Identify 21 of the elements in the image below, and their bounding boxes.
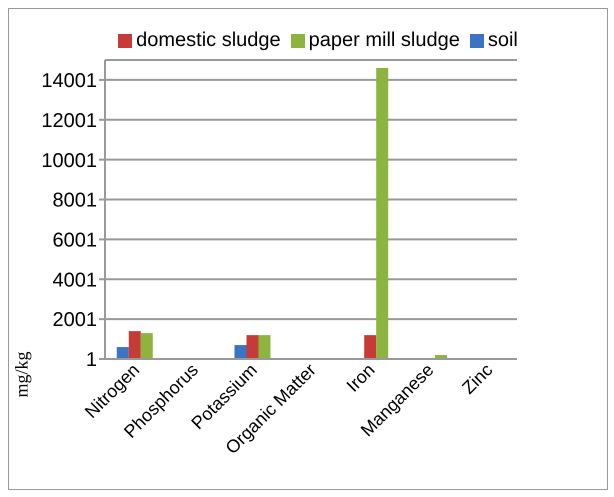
legend-label: domestic sludge [136,29,281,51]
y-tick-label: 2001 [52,309,97,332]
y-tick-label: 4001 [52,269,97,292]
y-tick-label: 14001 [41,70,97,92]
bar [364,335,376,359]
y-tick-label: 12001 [41,110,97,132]
bar [116,347,129,359]
x-tick-label: Zinc [458,360,496,398]
bar [376,68,388,359]
y-tick-label: 10001 [41,150,97,172]
bar [246,335,258,359]
y-tick-label: 6001 [52,230,97,252]
y-tick-label: 8001 [52,190,97,212]
legend-label: paper mill sludge [308,29,460,51]
bar [234,345,246,359]
legend-label: soil [488,29,518,51]
bar [128,331,141,359]
y-axis-title: mg/kg [12,351,32,398]
bar [258,335,270,359]
y-tick-label: 1 [86,349,97,372]
bar [140,333,153,359]
